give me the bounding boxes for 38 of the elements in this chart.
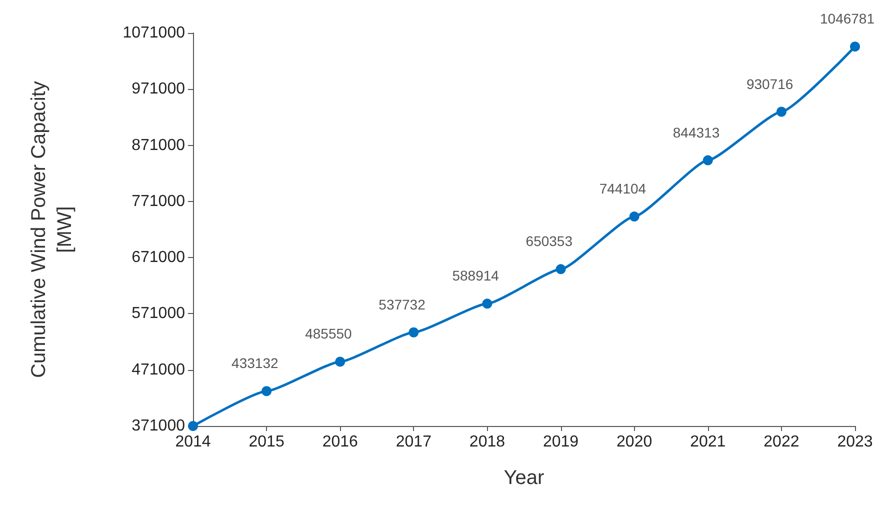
point bbox=[482, 298, 492, 309]
x-tick-label: 2022 bbox=[764, 434, 800, 450]
data-label: 744104 bbox=[599, 180, 646, 197]
y-tick-label: 1071000 bbox=[122, 24, 186, 42]
data-label: 930716 bbox=[746, 76, 794, 92]
y-tick-label: 571000 bbox=[132, 305, 186, 322]
y-tick-label: 371000 bbox=[132, 418, 186, 434]
x-tick-label: 2019 bbox=[542, 434, 579, 450]
data-label: 433132 bbox=[232, 355, 278, 372]
x-axis-title: Year bbox=[504, 467, 545, 489]
x-tick-label: 2017 bbox=[396, 434, 432, 450]
data-label: 650353 bbox=[526, 233, 573, 250]
data-label: 485550 bbox=[305, 326, 352, 342]
y-tick-label: 871000 bbox=[132, 136, 186, 154]
x-tick-label: 2015 bbox=[248, 434, 284, 450]
x-tick-label: 2020 bbox=[616, 434, 652, 450]
point bbox=[262, 386, 272, 396]
point bbox=[556, 264, 566, 274]
y-tick-label: 971000 bbox=[132, 80, 186, 98]
x-tick-label: 2021 bbox=[690, 434, 726, 450]
data-label: 1046781 bbox=[820, 10, 875, 27]
x-tick-label: 2023 bbox=[837, 434, 873, 450]
point bbox=[335, 356, 346, 367]
point bbox=[702, 155, 713, 166]
point bbox=[408, 327, 419, 338]
x-tick-label: 2018 bbox=[469, 434, 506, 450]
y-tick-label: 771000 bbox=[132, 192, 186, 210]
point bbox=[850, 42, 860, 52]
point bbox=[776, 106, 786, 117]
x-tick-label: 2014 bbox=[175, 434, 211, 450]
y-tick-label: 671000 bbox=[132, 249, 186, 266]
x-tick-label: 2016 bbox=[322, 434, 358, 450]
y-axis-title: Cumulative Wind Power Capacity [MW] bbox=[28, 81, 76, 378]
point bbox=[629, 212, 640, 222]
data-label: 588914 bbox=[452, 268, 500, 284]
data-label: 844313 bbox=[672, 124, 720, 140]
data-label: 537732 bbox=[378, 296, 426, 312]
y-tick-label: 471000 bbox=[132, 361, 186, 378]
